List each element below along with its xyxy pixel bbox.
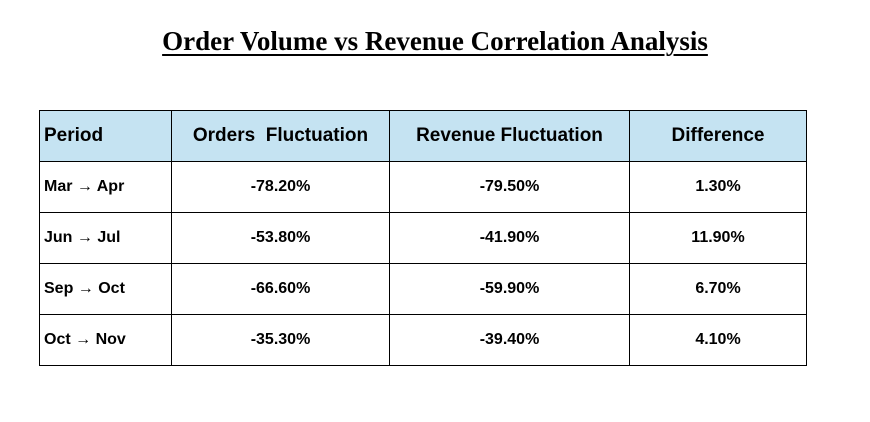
cell-orders-fluctuation: -66.60% bbox=[171, 263, 390, 315]
cell-orders-fluctuation: -35.30% bbox=[171, 314, 390, 366]
table-row: Jun → Jul -53.80% -41.90% 11.90% bbox=[39, 212, 807, 264]
cell-period: Sep → Oct bbox=[39, 263, 172, 315]
cell-difference: 1.30% bbox=[629, 161, 807, 213]
table-row: Sep → Oct -66.60% -59.90% 6.70% bbox=[39, 263, 807, 315]
cell-orders-fluctuation: -53.80% bbox=[171, 212, 390, 264]
cell-revenue-fluctuation: -39.40% bbox=[389, 314, 630, 366]
table-row: Oct → Nov -35.30% -39.40% 4.10% bbox=[39, 314, 807, 366]
cell-orders-fluctuation: -78.20% bbox=[171, 161, 390, 213]
cell-difference: 6.70% bbox=[629, 263, 807, 315]
page-title: Order Volume vs Revenue Correlation Anal… bbox=[0, 26, 870, 57]
cell-period: Oct → Nov bbox=[39, 314, 172, 366]
header-revenue-fluctuation: Revenue Fluctuation bbox=[389, 110, 630, 162]
cell-period: Jun → Jul bbox=[39, 212, 172, 264]
cell-revenue-fluctuation: -59.90% bbox=[389, 263, 630, 315]
table-row: Mar → Apr -78.20% -79.50% 1.30% bbox=[39, 161, 807, 213]
correlation-table: Period Orders Fluctuation Revenue Fluctu… bbox=[39, 110, 807, 366]
cell-period: Mar → Apr bbox=[39, 161, 172, 213]
cell-revenue-fluctuation: -79.50% bbox=[389, 161, 630, 213]
cell-revenue-fluctuation: -41.90% bbox=[389, 212, 630, 264]
cell-difference: 11.90% bbox=[629, 212, 807, 264]
page-title-text: Order Volume vs Revenue Correlation Anal… bbox=[162, 26, 708, 56]
header-period: Period bbox=[39, 110, 172, 162]
header-orders-fluctuation: Orders Fluctuation bbox=[171, 110, 390, 162]
table-header-row: Period Orders Fluctuation Revenue Fluctu… bbox=[39, 110, 807, 162]
cell-difference: 4.10% bbox=[629, 314, 807, 366]
header-difference: Difference bbox=[629, 110, 807, 162]
